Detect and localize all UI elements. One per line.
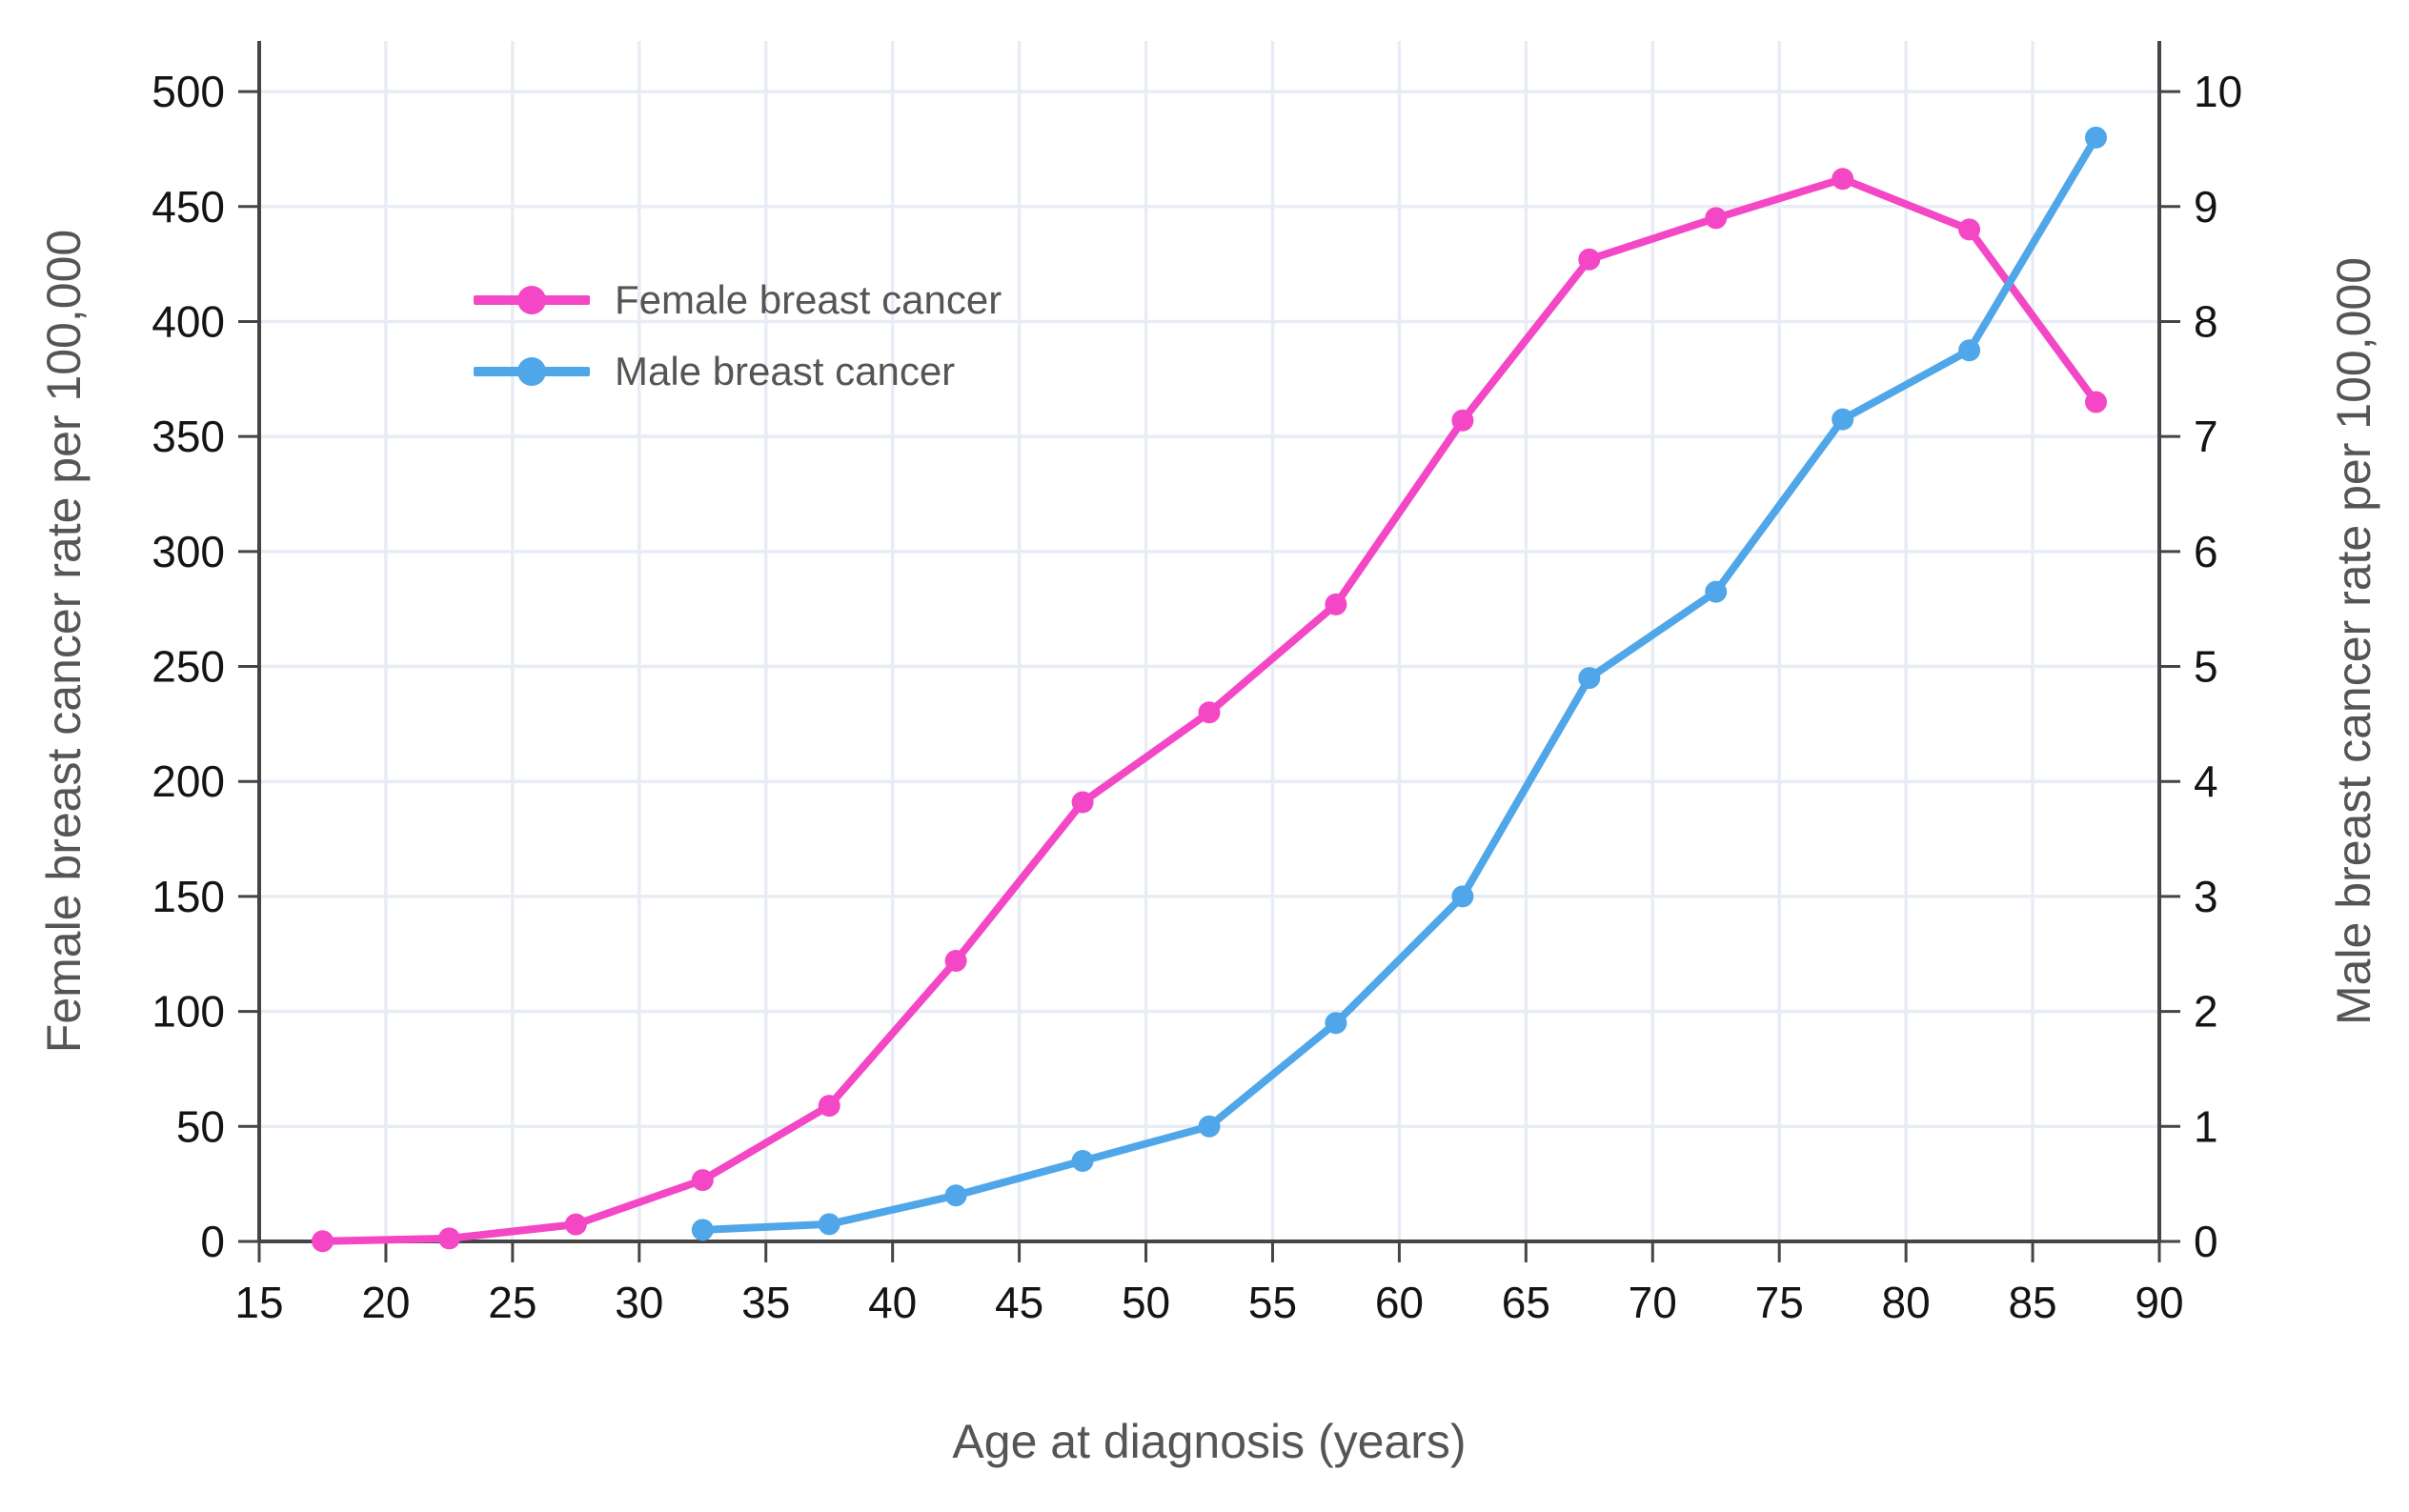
data-point-female-72.5[interactable] [1705,207,1728,230]
legend-item-male[interactable]: Male breast cancer [474,337,1002,405]
y-left-tick-label-400: 400 [152,296,225,346]
y-right-tick-label-10: 10 [2194,67,2242,116]
x-tick-label-35: 35 [741,1278,790,1327]
data-point-female-27.5[interactable] [564,1213,587,1236]
x-tick-label-60: 60 [1375,1278,1424,1327]
legend-swatch-male [474,356,590,386]
data-point-female-42.5[interactable] [944,950,967,972]
x-tick-label-75: 75 [1755,1278,1804,1327]
data-point-male-77.5[interactable] [1832,408,1854,431]
x-tick-label-55: 55 [1248,1278,1297,1327]
data-point-female-67.5[interactable] [1578,248,1601,271]
y-right-tick-label-9: 9 [2194,182,2218,232]
y-right-tick-label-1: 1 [2194,1101,2218,1151]
data-point-male-82.5[interactable] [1958,339,1981,362]
legend-label-male: Male breast cancer [615,348,956,393]
data-point-male-87.5[interactable] [2085,126,2107,149]
data-point-female-82.5[interactable] [1958,218,1981,241]
y-left-tick-label-250: 250 [152,642,225,692]
legend-dot-icon [517,285,546,314]
data-point-male-32.5[interactable] [691,1219,714,1241]
y-right-tick-label-3: 3 [2194,872,2218,921]
data-point-male-57.5[interactable] [1325,1012,1347,1035]
y-left-tick-label-500: 500 [152,67,225,116]
y-right-tick-label-8: 8 [2194,296,2218,346]
legend-dot-icon [517,356,546,386]
y-right-tick-label-4: 4 [2194,756,2218,806]
y-left-tick-label-450: 450 [152,182,225,232]
data-point-female-87.5[interactable] [2085,391,2107,413]
series-line-male [698,133,2100,1234]
data-point-female-57.5[interactable] [1325,593,1347,615]
data-point-female-52.5[interactable] [1198,701,1221,724]
y-right-tick-label-7: 7 [2194,412,2218,461]
x-tick-label-25: 25 [488,1278,536,1327]
x-tick-label-85: 85 [2008,1278,2056,1327]
data-point-male-47.5[interactable] [1071,1150,1094,1172]
x-tick-label-50: 50 [1122,1278,1170,1327]
x-tick-label-15: 15 [234,1278,283,1327]
x-axis-title: Age at diagnosis (years) [952,1415,1467,1468]
data-point-male-42.5[interactable] [944,1184,967,1207]
y-left-tick-label-200: 200 [152,756,225,806]
legend-label-female: Female breast cancer [615,276,1002,322]
data-point-female-47.5[interactable] [1071,791,1094,814]
legend-item-female[interactable]: Female breast cancer [474,266,1002,333]
x-axis-title-wrap: Age at diagnosis (years) [259,1399,2159,1484]
x-tick-label-20: 20 [361,1278,410,1327]
y-right-tick-label-6: 6 [2194,527,2218,576]
x-tick-label-40: 40 [868,1278,917,1327]
data-point-female-37.5[interactable] [818,1095,840,1118]
data-point-female-32.5[interactable] [691,1169,714,1192]
y-right-tick-label-2: 2 [2194,987,2218,1037]
y-right-tick-label-5: 5 [2194,642,2218,692]
data-point-female-22.5[interactable] [437,1227,460,1250]
data-point-male-52.5[interactable] [1198,1115,1221,1138]
y-right-tick-label-0: 0 [2194,1217,2218,1266]
data-point-male-62.5[interactable] [1451,885,1474,908]
x-tick-label-45: 45 [995,1278,1043,1327]
x-tick-label-80: 80 [1882,1278,1931,1327]
y-left-tick-label-0: 0 [200,1217,225,1266]
y-left-tick-label-100: 100 [152,987,225,1037]
y-left-tick-label-300: 300 [152,527,225,576]
data-point-female-17.5[interactable] [312,1230,334,1253]
data-point-male-67.5[interactable] [1578,667,1601,690]
x-tick-label-90: 90 [2135,1278,2183,1327]
legend: Female breast cancer Male breast cancer [474,266,1002,405]
x-tick-label-70: 70 [1629,1278,1677,1327]
data-point-male-37.5[interactable] [818,1213,840,1236]
data-point-female-77.5[interactable] [1832,168,1854,191]
data-point-female-62.5[interactable] [1451,409,1474,432]
x-tick-label-65: 65 [1502,1278,1550,1327]
legend-swatch-female [474,285,590,314]
y-left-tick-label-50: 50 [176,1101,225,1151]
data-point-male-72.5[interactable] [1705,580,1728,603]
y-left-tick-label-150: 150 [152,872,225,921]
y-left-tick-label-350: 350 [152,412,225,461]
x-tick-label-30: 30 [615,1278,663,1327]
